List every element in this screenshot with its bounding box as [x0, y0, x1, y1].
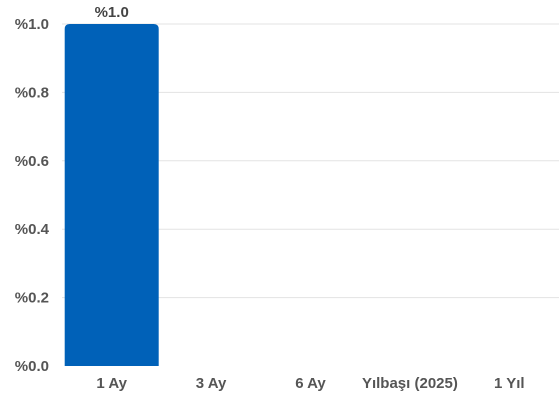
y-axis-tick-labels: %0.0 %0.2 %0.4 %0.6 %0.8 %1.0: [15, 16, 50, 375]
y-tick-label: %0.0: [15, 358, 49, 375]
bar-data-labels: %1.0: [95, 4, 129, 21]
y-tick-label: %0.6: [15, 153, 49, 170]
y-tick-label: %0.4: [15, 221, 50, 238]
x-tick-label: 1 Yıl: [494, 375, 525, 392]
x-tick-label: 3 Ay: [196, 375, 227, 392]
x-tick-label: Yılbaşı (2025): [362, 375, 458, 392]
x-axis-tick-labels: 1 Ay 3 Ay 6 Ay Yılbaşı (2025) 1 Yıl: [96, 375, 524, 392]
x-tick-label: 6 Ay: [295, 375, 326, 392]
bar-data-label: %1.0: [95, 4, 129, 21]
bar-1: [64, 24, 159, 366]
y-tick-label: %1.0: [15, 16, 49, 33]
bars: [64, 24, 159, 366]
y-tick-label: %0.8: [15, 84, 49, 101]
x-tick-label: 1 Ay: [96, 375, 127, 392]
y-tick-label: %0.2: [15, 290, 49, 307]
